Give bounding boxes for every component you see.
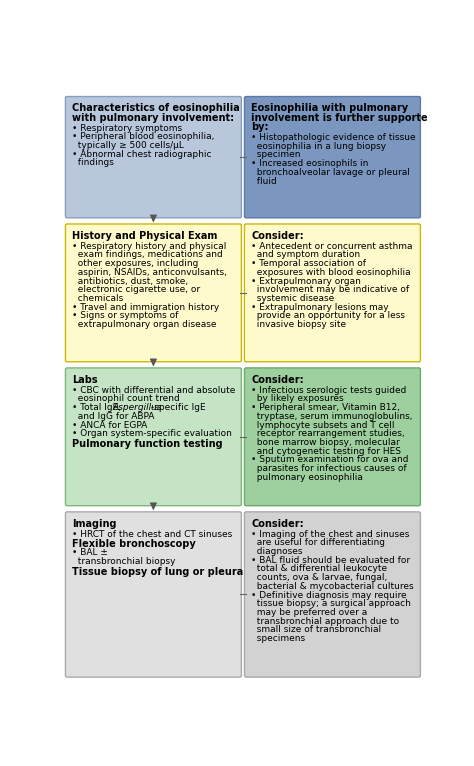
Text: extrapulmonary organ disease: extrapulmonary organ disease: [73, 320, 217, 329]
Text: total & differential leukocyte: total & differential leukocyte: [251, 565, 388, 574]
Text: • Infectious serologic tests guided: • Infectious serologic tests guided: [251, 386, 407, 394]
Text: Imaging: Imaging: [73, 519, 117, 529]
Text: Eosinophilia with pulmonary: Eosinophilia with pulmonary: [251, 103, 409, 113]
Text: and symptom duration: and symptom duration: [251, 250, 361, 260]
Text: exposures with blood eosinophilia: exposures with blood eosinophilia: [251, 268, 411, 277]
Text: fluid: fluid: [251, 176, 277, 185]
Text: bacterial & mycobacterial cultures: bacterial & mycobacterial cultures: [251, 582, 414, 591]
Text: Consider:: Consider:: [251, 231, 304, 241]
Text: • Temporal association of: • Temporal association of: [251, 259, 366, 268]
FancyBboxPatch shape: [245, 224, 420, 362]
Text: bronchoalveolar lavage or pleural: bronchoalveolar lavage or pleural: [251, 168, 410, 177]
Text: Tissue biopsy of lung or pleura: Tissue biopsy of lung or pleura: [73, 567, 244, 577]
Text: • Signs or symptoms of: • Signs or symptoms of: [73, 311, 179, 320]
Text: Characteristics of eosinophilia: Characteristics of eosinophilia: [73, 103, 240, 113]
Text: • Abnormal chest radiographic: • Abnormal chest radiographic: [73, 150, 212, 159]
FancyBboxPatch shape: [65, 368, 241, 506]
Text: • HRCT of the chest and CT sinuses: • HRCT of the chest and CT sinuses: [73, 529, 233, 538]
Text: • Respiratory symptoms: • Respiratory symptoms: [73, 124, 182, 133]
Text: systemic disease: systemic disease: [251, 294, 335, 303]
Text: eosinophilia in a lung biopsy: eosinophilia in a lung biopsy: [251, 142, 387, 151]
Text: provide an opportunity for a less: provide an opportunity for a less: [251, 311, 405, 320]
Text: transbronchial approach due to: transbronchial approach due to: [251, 617, 400, 626]
Text: • Antecedent or concurrent asthma: • Antecedent or concurrent asthma: [251, 242, 413, 250]
Text: parasites for infectious causes of: parasites for infectious causes of: [251, 464, 407, 473]
FancyBboxPatch shape: [245, 512, 420, 677]
Text: bone marrow biopsy, molecular: bone marrow biopsy, molecular: [251, 438, 400, 447]
Text: diagnoses: diagnoses: [251, 547, 303, 556]
Text: • Imaging of the chest and sinuses: • Imaging of the chest and sinuses: [251, 529, 410, 538]
Text: eosinophil count trend: eosinophil count trend: [73, 394, 180, 404]
Text: chemicals: chemicals: [73, 294, 124, 303]
Text: tissue biopsy; a surgical approach: tissue biopsy; a surgical approach: [251, 599, 411, 608]
Text: • Peripheral smear, Vitamin B12,: • Peripheral smear, Vitamin B12,: [251, 403, 401, 412]
Text: other exposures, including: other exposures, including: [73, 259, 199, 268]
FancyBboxPatch shape: [65, 224, 241, 362]
Text: and IgG for ABPA: and IgG for ABPA: [73, 412, 155, 421]
Text: • Total IgE,: • Total IgE,: [73, 403, 124, 412]
FancyBboxPatch shape: [65, 97, 241, 218]
Text: -specific IgE: -specific IgE: [151, 403, 206, 412]
Text: by:: by:: [251, 123, 269, 133]
Text: specimens: specimens: [251, 634, 306, 643]
Text: by likely exposures: by likely exposures: [251, 394, 344, 404]
Text: • ANCA for EGPA: • ANCA for EGPA: [73, 421, 148, 430]
Text: receptor rearrangement studies,: receptor rearrangement studies,: [251, 429, 405, 438]
Text: specimen: specimen: [251, 150, 301, 159]
Text: electronic cigarette use, or: electronic cigarette use, or: [73, 285, 201, 294]
Text: • Extrapulmonary organ: • Extrapulmonary organ: [251, 277, 361, 286]
FancyBboxPatch shape: [245, 368, 420, 506]
Text: and cytogenetic testing for HES: and cytogenetic testing for HES: [251, 447, 401, 456]
Text: • Respiratory history and physical: • Respiratory history and physical: [73, 242, 227, 250]
Text: • BAL fluid should be evaluated for: • BAL fluid should be evaluated for: [251, 556, 410, 565]
Text: • Peripheral blood eosinophilia,: • Peripheral blood eosinophilia,: [73, 133, 215, 142]
Text: pulmonary eosinophilia: pulmonary eosinophilia: [251, 473, 364, 482]
Text: findings: findings: [73, 159, 114, 168]
Text: antibiotics, dust, smoke,: antibiotics, dust, smoke,: [73, 277, 189, 286]
Text: • BAL ±: • BAL ±: [73, 548, 108, 558]
Text: transbronchial biopsy: transbronchial biopsy: [73, 557, 176, 566]
Text: exam findings, medications and: exam findings, medications and: [73, 250, 223, 260]
Text: • Extrapulmonary lesions may: • Extrapulmonary lesions may: [251, 303, 389, 312]
Text: • Sputum examination for ova and: • Sputum examination for ova and: [251, 455, 409, 464]
Text: small size of transbronchial: small size of transbronchial: [251, 625, 382, 634]
Text: tryptase, serum immunoglobulins,: tryptase, serum immunoglobulins,: [251, 412, 413, 421]
Text: • Organ system-specific evaluation: • Organ system-specific evaluation: [73, 429, 232, 438]
Text: are useful for differentiating: are useful for differentiating: [251, 538, 385, 548]
Text: aspirin, NSAIDs, anticonvulsants,: aspirin, NSAIDs, anticonvulsants,: [73, 268, 228, 277]
Text: • Histopathologic evidence of tissue: • Histopathologic evidence of tissue: [251, 133, 416, 142]
Text: lymphocyte subsets and T cell: lymphocyte subsets and T cell: [251, 421, 395, 430]
Text: counts, ova & larvae, fungal,: counts, ova & larvae, fungal,: [251, 573, 388, 582]
Text: involvement may be indicative of: involvement may be indicative of: [251, 285, 410, 294]
Text: Consider:: Consider:: [251, 519, 304, 529]
FancyBboxPatch shape: [245, 97, 420, 218]
Text: • Increased eosinophils in: • Increased eosinophils in: [251, 159, 369, 169]
Text: typically ≥ 500 cells/μL: typically ≥ 500 cells/μL: [73, 141, 184, 150]
Text: • CBC with differential and absolute: • CBC with differential and absolute: [73, 386, 236, 394]
FancyBboxPatch shape: [65, 512, 241, 677]
Text: with pulmonary involvement:: with pulmonary involvement:: [73, 113, 235, 123]
Text: Pulmonary function testing: Pulmonary function testing: [73, 439, 223, 449]
Text: Aspergillus: Aspergillus: [113, 403, 162, 412]
Text: • Travel and immigration history: • Travel and immigration history: [73, 303, 219, 312]
Text: may be preferred over a: may be preferred over a: [251, 608, 368, 617]
Text: • Definitive diagnosis may require: • Definitive diagnosis may require: [251, 591, 407, 600]
Text: Labs: Labs: [73, 375, 98, 385]
Text: involvement is further supported: involvement is further supported: [251, 113, 435, 123]
Text: Consider:: Consider:: [251, 375, 304, 385]
Text: invasive biopsy site: invasive biopsy site: [251, 320, 346, 329]
Text: History and Physical Exam: History and Physical Exam: [73, 231, 218, 241]
Text: Flexible bronchoscopy: Flexible bronchoscopy: [73, 539, 196, 549]
